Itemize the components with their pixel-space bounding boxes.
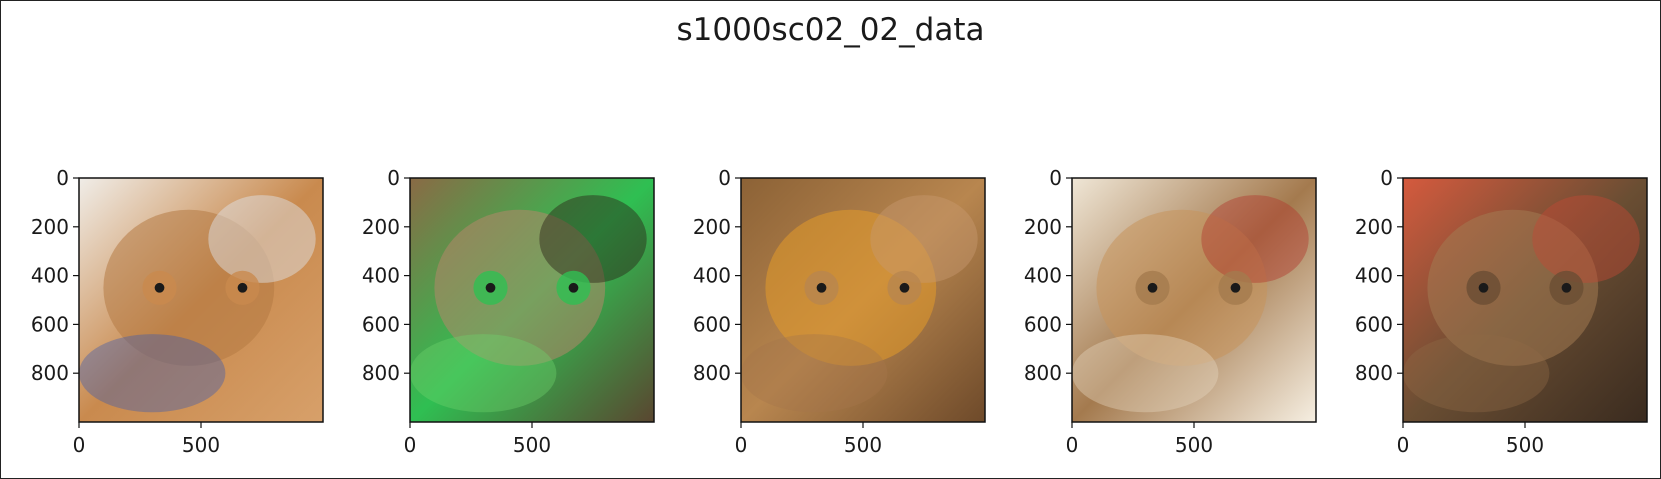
panel-5-xtick-label: 500: [1506, 433, 1544, 457]
panel-3-ytick-label: 600: [693, 312, 731, 336]
panel-2-ytick-label: 400: [362, 264, 400, 288]
panel-1-ytick-label: 600: [31, 312, 69, 336]
panel-3-xtick-label: 500: [844, 433, 882, 457]
panel-5-xtick-label: 0: [1397, 433, 1410, 457]
panel-1-ytick-label: 400: [31, 264, 69, 288]
panel-2-xtick-label: 500: [513, 433, 551, 457]
panel-4-xtick-label: 500: [1175, 433, 1213, 457]
panel-3: 0 200 400 600 800 0 500: [693, 166, 986, 457]
panel-5-image: [1403, 178, 1647, 422]
panel-2-ytick-label: 200: [362, 215, 400, 239]
panel-5: 0 200 400 600 800 0 500: [1355, 166, 1648, 457]
panel-2-ytick-label: 0: [387, 166, 400, 190]
panel-3-ytick-label: 200: [693, 215, 731, 239]
panel-2-xtick-label: 0: [404, 433, 417, 457]
panel-1-ytick-label: 200: [31, 215, 69, 239]
panel-1: 0 200 400 600 800 0 500: [31, 166, 324, 457]
panel-5-ytick-label: 0: [1380, 166, 1393, 190]
panel-3-image: [741, 178, 985, 422]
panel-5-ytick-label: 200: [1355, 215, 1393, 239]
panel-4-ytick-label: 800: [1024, 361, 1062, 385]
panel-3-ytick-label: 0: [718, 166, 731, 190]
panel-3-xtick-label: 0: [735, 433, 748, 457]
panel-2-ytick-label: 800: [362, 361, 400, 385]
panel-4-ytick-label: 600: [1024, 312, 1062, 336]
panel-1-image: [79, 178, 323, 422]
panel-1-xtick-label: 500: [182, 433, 220, 457]
panel-4-ytick-label: 0: [1049, 166, 1062, 190]
panel-2-ytick-label: 600: [362, 312, 400, 336]
panel-4-xtick-label: 0: [1066, 433, 1079, 457]
panel-3-ytick-label: 400: [693, 264, 731, 288]
figure-title: s1000sc02_02_data: [676, 12, 985, 48]
panel-4: 0 200 400 600 800 0 500: [1024, 166, 1317, 457]
panel-3-ytick-label: 800: [693, 361, 731, 385]
panel-4-ytick-label: 200: [1024, 215, 1062, 239]
panel-5-ytick-label: 600: [1355, 312, 1393, 336]
panel-1-ytick-label: 0: [56, 166, 69, 190]
panel-5-ytick-label: 800: [1355, 361, 1393, 385]
panel-4-image: [1072, 178, 1316, 422]
panel-1-ytick-label: 800: [31, 361, 69, 385]
panel-2-image: [410, 178, 654, 422]
panel-2: 0 200 400 600 800 0 500: [362, 166, 655, 457]
panel-1-xtick-label: 0: [73, 433, 86, 457]
panel-4-ytick-label: 400: [1024, 264, 1062, 288]
panel-5-ytick-label: 400: [1355, 264, 1393, 288]
